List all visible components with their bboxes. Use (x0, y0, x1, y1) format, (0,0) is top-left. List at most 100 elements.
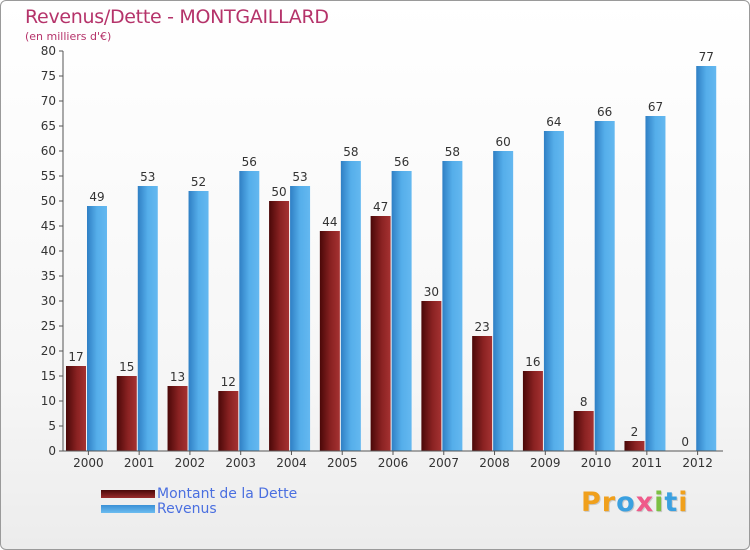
bar-revenue (493, 151, 514, 451)
logo-letter: x (635, 487, 655, 518)
bar-revenue (290, 186, 311, 451)
data-label-revenue: 60 (496, 135, 511, 149)
y-tick-label: 15 (41, 369, 56, 383)
data-label-revenue: 58 (343, 145, 358, 159)
y-tick-label: 60 (41, 144, 56, 158)
y-tick-label: 45 (41, 219, 56, 233)
data-label-debt: 30 (424, 285, 439, 299)
bar-debt (116, 376, 137, 451)
data-label-debt: 0 (681, 435, 689, 449)
logo-letter: i (654, 487, 665, 518)
data-label-revenue: 56 (394, 155, 409, 169)
bar-revenue (391, 171, 412, 451)
bar-revenue (137, 186, 158, 451)
bar-debt (218, 391, 239, 451)
y-tick-label: 55 (41, 169, 56, 183)
legend-swatch-revenue (101, 505, 155, 513)
bar-debt (624, 441, 645, 451)
y-tick-label: 50 (41, 194, 56, 208)
bar-debt (167, 386, 188, 451)
data-label-debt: 12 (221, 375, 236, 389)
data-label-revenue: 56 (242, 155, 257, 169)
x-tick-label: 2012 (682, 456, 713, 470)
data-label-revenue: 58 (445, 145, 460, 159)
proxiti-logo: Proxiti (581, 487, 689, 518)
data-label-revenue: 53 (292, 170, 307, 184)
y-tick-label: 70 (41, 94, 56, 108)
x-tick-label: 2009 (530, 456, 561, 470)
logo-letter: t (664, 487, 679, 518)
bar-debt (522, 371, 543, 451)
x-tick-label: 2010 (581, 456, 612, 470)
data-label-revenue: 66 (597, 105, 612, 119)
bar-revenue (340, 161, 361, 451)
x-tick-label: 2011 (632, 456, 663, 470)
bar-revenue (696, 66, 717, 451)
data-label-debt: 2 (631, 425, 639, 439)
bar-debt (472, 336, 493, 451)
x-tick-label: 2000 (73, 456, 104, 470)
legend-label-debt: Montant de la Dette (157, 486, 298, 502)
chart-subtitle: (en milliers d'€) (25, 30, 112, 43)
data-label-debt: 47 (373, 200, 388, 214)
bar-debt (319, 231, 340, 451)
data-label-revenue: 64 (546, 115, 561, 129)
y-tick-label: 20 (41, 344, 56, 358)
x-tick-label: 2006 (378, 456, 409, 470)
chart-title: Revenus/Dette - MONTGAILLARD (25, 6, 329, 28)
data-label-debt: 15 (119, 360, 134, 374)
data-label-revenue: 53 (140, 170, 155, 184)
x-tick-label: 2002 (175, 456, 206, 470)
y-tick-label: 0 (48, 444, 56, 458)
y-tick-label: 5 (48, 419, 56, 433)
bar-revenue (188, 191, 209, 451)
data-label-revenue: 52 (191, 175, 206, 189)
y-tick-label: 10 (41, 394, 56, 408)
y-tick-label: 35 (41, 269, 56, 283)
bar-revenue (87, 206, 107, 451)
bar-debt (421, 301, 442, 451)
bar-revenue (543, 131, 564, 451)
y-axis: 0 5 10 15 20 25 30 35 40 45 50 55 60 65 70 75 80 (41, 44, 64, 458)
data-label-debt: 13 (170, 370, 185, 384)
bars: 17 49 15 53 13 52 12 56 50 53 44 58 47 56 30 58 23 60 16 64… (66, 50, 717, 451)
x-tick-label: 2008 (479, 456, 510, 470)
y-tick-label: 75 (41, 69, 56, 83)
data-label-revenue: 77 (699, 50, 714, 64)
y-tick-label: 40 (41, 244, 56, 258)
logo-letter: P (581, 487, 602, 518)
data-label-revenue: 67 (648, 100, 663, 114)
bar-debt (370, 216, 391, 451)
data-label-debt: 50 (271, 185, 286, 199)
data-label-revenue: 49 (89, 190, 104, 204)
bar-revenue (594, 121, 615, 451)
bar-revenue (442, 161, 463, 451)
x-tick-label: 2001 (124, 456, 155, 470)
legend-label-revenue: Revenus (157, 501, 217, 517)
data-label-debt: 17 (68, 350, 83, 364)
x-tick-label: 2007 (428, 456, 459, 470)
bar-debt (66, 366, 86, 451)
bar-debt (573, 411, 594, 451)
y-tick-label: 30 (41, 294, 56, 308)
data-label-debt: 8 (580, 395, 588, 409)
bar-revenue (239, 171, 260, 451)
bar-revenue (645, 116, 666, 451)
logo-letter: o (616, 487, 636, 518)
y-tick-label: 25 (41, 319, 56, 333)
data-label-debt: 16 (525, 355, 540, 369)
x-tick-label: 2003 (225, 456, 256, 470)
y-tick-label: 80 (41, 44, 56, 58)
y-tick-label: 65 (41, 119, 56, 133)
x-axis: 2000 2001 2002 2003 2004 2005 2006 2007 2008 2009… (63, 450, 723, 470)
legend-swatch-debt (101, 490, 155, 498)
x-tick-label: 2005 (327, 456, 358, 470)
bar-debt (269, 201, 290, 451)
logo-letter: r (601, 487, 617, 518)
logo-letter: i (678, 487, 689, 518)
data-label-debt: 23 (475, 320, 490, 334)
data-label-debt: 44 (322, 215, 337, 229)
x-tick-label: 2004 (276, 456, 307, 470)
